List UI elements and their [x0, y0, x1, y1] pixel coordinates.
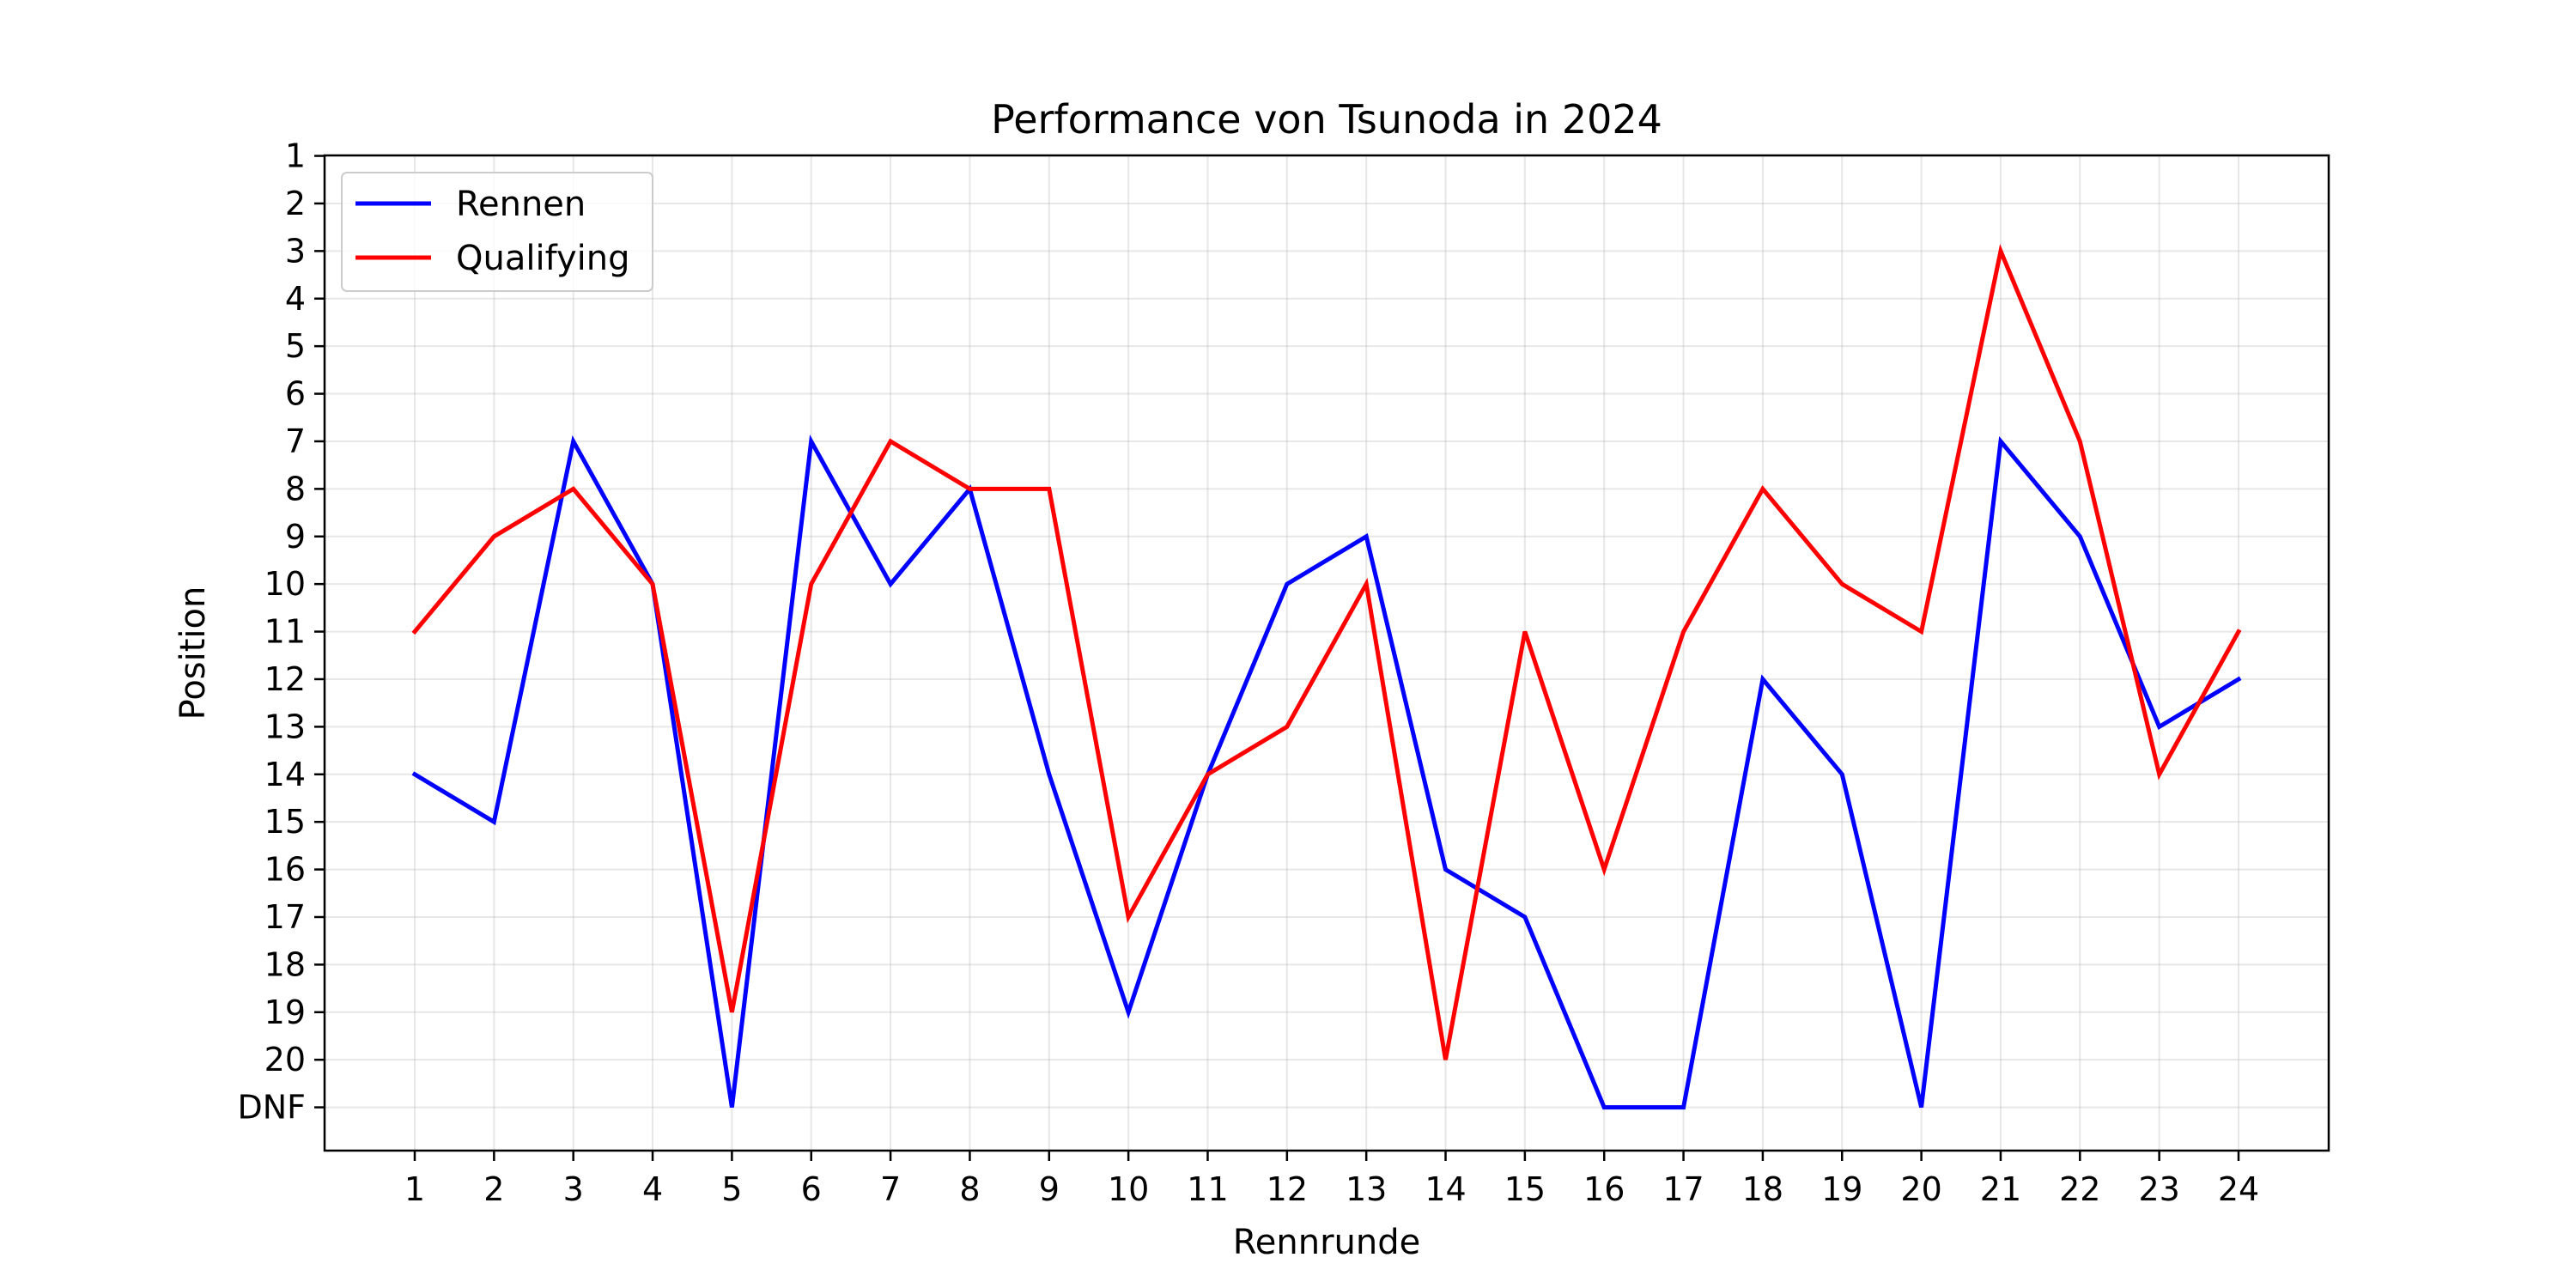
x-tick-label: 24	[2218, 1170, 2259, 1208]
y-tick-label: 11	[264, 613, 306, 651]
x-tick-label: 9	[1039, 1170, 1060, 1208]
series-line-rennen	[411, 434, 2242, 1110]
series-line-qualifying	[411, 243, 2242, 1060]
y-tick-label: 12	[264, 660, 306, 698]
y-tick-label: 18	[264, 945, 306, 983]
y-tick-label: 17	[264, 898, 306, 936]
x-tick-label: 6	[801, 1170, 822, 1208]
y-tick-label: 19	[264, 993, 306, 1031]
x-tick-label: 1	[404, 1170, 425, 1208]
y-tick-label: 3	[285, 232, 306, 270]
x-tick-label: 5	[721, 1170, 742, 1208]
x-tick-label: 22	[2059, 1170, 2100, 1208]
y-tick-label: 5	[285, 327, 306, 365]
x-tick-label: 18	[1742, 1170, 1783, 1208]
x-tick-label: 19	[1821, 1170, 1862, 1208]
y-axis-label: Position	[173, 586, 213, 720]
x-tick-label: 10	[1108, 1170, 1149, 1208]
y-tick-label: 20	[264, 1041, 306, 1078]
y-tick-label: 15	[264, 803, 306, 841]
x-tick-label: 17	[1662, 1170, 1704, 1208]
x-tick-label: 4	[642, 1170, 663, 1208]
y-tick-label: 13	[264, 708, 306, 745]
x-tick-label: 13	[1346, 1170, 1387, 1208]
x-tick-label: 14	[1425, 1170, 1466, 1208]
y-tick-label: 16	[264, 851, 306, 889]
chart-title: Performance von Tsunoda in 2024	[991, 96, 1662, 143]
y-tick-label: 2	[285, 185, 306, 222]
y-tick-label: 10	[264, 565, 306, 603]
legend: Rennen Qualifying	[341, 172, 653, 292]
x-tick-label: 16	[1583, 1170, 1625, 1208]
x-tick-label: 21	[1980, 1170, 2021, 1208]
y-tick-label: 9	[285, 518, 306, 556]
x-tick-label: 23	[2138, 1170, 2179, 1208]
y-tick-label: 1	[285, 137, 306, 175]
series-lines	[411, 243, 2242, 1110]
x-tick-label: 7	[880, 1170, 901, 1208]
x-tick-label: 20	[1900, 1170, 1941, 1208]
x-tick-label: 8	[959, 1170, 980, 1208]
legend-label-rennen: Rennen	[456, 185, 586, 224]
x-tick-label: 11	[1187, 1170, 1228, 1208]
y-tick-label: 6	[285, 375, 306, 413]
y-tick-label: DNF	[237, 1089, 306, 1127]
y-tick-label: 7	[285, 422, 306, 460]
x-tick-label: 12	[1267, 1170, 1308, 1208]
x-tick-label: 3	[563, 1170, 584, 1208]
y-tick-label: 4	[285, 280, 306, 318]
x-tick-label: 2	[483, 1170, 504, 1208]
plot-frame	[323, 154, 2330, 1152]
y-tick-label: 8	[285, 470, 306, 507]
y-tick-label: 14	[264, 756, 306, 793]
x-axis-ticks: 1 2 3 4 5 6 7 8 9 10 11 12 13 14 15 16 17 18 19 20 21 22 23 24	[404, 1151, 2259, 1208]
x-tick-label: 15	[1504, 1170, 1546, 1208]
x-axis-label: Rennrunde	[1233, 1223, 1420, 1262]
legend-label-qualifying: Qualifying	[456, 239, 629, 278]
